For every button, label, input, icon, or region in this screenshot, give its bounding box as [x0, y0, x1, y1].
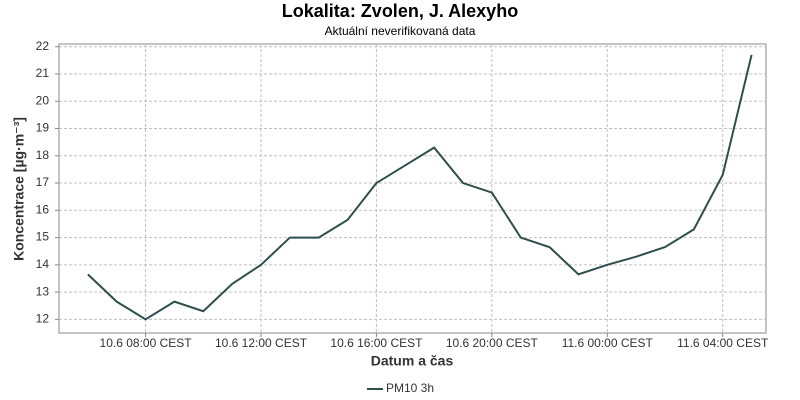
- y-tick-label: 18: [36, 148, 50, 162]
- y-tick-label: 14: [36, 257, 50, 271]
- y-tick-label: 13: [36, 284, 50, 298]
- x-tick-label: 10.6 08:00 CEST: [100, 336, 193, 350]
- plot-frame: [58, 43, 767, 334]
- x-tick-label: 11.6 04:00 CEST: [677, 336, 769, 350]
- x-tick-label: 11.6 00:00 CEST: [562, 336, 654, 350]
- y-axis-label: Koncentrace [µg·m⁻³]: [11, 117, 27, 261]
- x-tick-label: 10.6 16:00 CEST: [330, 336, 423, 350]
- chart-title: Lokalita: Zvolen, J. Alexyho: [282, 1, 518, 21]
- y-tick-label: 20: [36, 93, 50, 107]
- y-tick-label: 21: [36, 66, 50, 80]
- y-tick-label: 22: [36, 39, 50, 53]
- x-axis-label: Datum a čas: [371, 353, 454, 369]
- x-tick-label: 10.6 20:00 CEST: [446, 336, 539, 350]
- series-line: [87, 54, 753, 321]
- y-tick-label: 12: [36, 312, 50, 326]
- y-tick-label: 15: [36, 230, 50, 244]
- y-tick-label: 17: [36, 175, 50, 189]
- legend-label: PM10 3h: [386, 381, 434, 395]
- y-tick-label: 19: [36, 121, 50, 135]
- x-tick-label: 10.6 12:00 CEST: [215, 336, 308, 350]
- y-tick-label: 16: [36, 202, 50, 216]
- chart-subtitle: Aktuální neverifikovaná data: [325, 24, 476, 38]
